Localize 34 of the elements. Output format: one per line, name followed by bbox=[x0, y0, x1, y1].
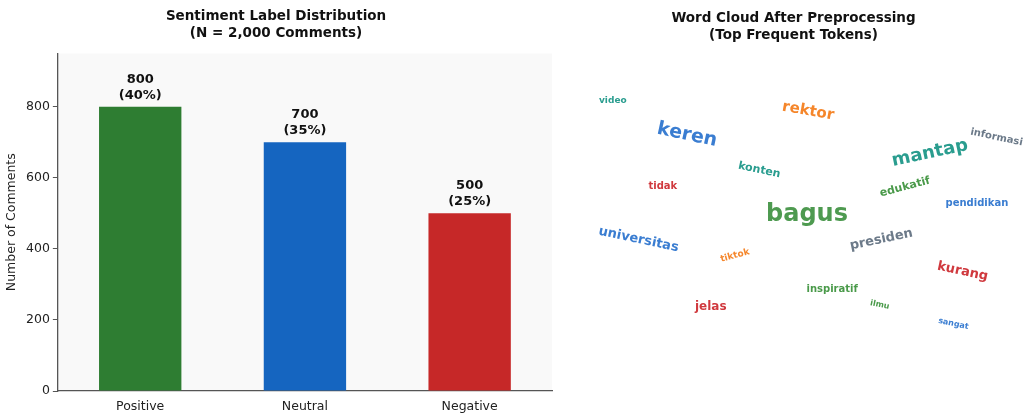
y-tick-label: 600 bbox=[26, 169, 50, 185]
x-tick-label: Negative bbox=[441, 397, 498, 413]
category-label: presiden bbox=[848, 224, 914, 252]
chart-subtitle: (N = 2,000 Comments) bbox=[189, 23, 363, 40]
category-label: video bbox=[599, 94, 627, 105]
y-tick-label: 800 bbox=[26, 97, 50, 113]
data-label: 800 (40%) bbox=[118, 70, 162, 102]
y-tick-label: 0 bbox=[41, 382, 50, 398]
x-tick-label: Positive bbox=[116, 397, 165, 413]
y-tick-label: 200 bbox=[26, 311, 50, 327]
chart-title: Sentiment Label Distribution bbox=[165, 6, 387, 23]
category-label: tidak bbox=[648, 180, 678, 191]
bar bbox=[428, 213, 511, 391]
category-label: inspiratif bbox=[806, 283, 858, 294]
bar bbox=[263, 142, 347, 391]
category-label: sangat bbox=[937, 315, 970, 332]
category-label: mantap bbox=[889, 133, 970, 170]
bar bbox=[99, 106, 182, 391]
text: (Top Frequent Tokens) bbox=[708, 26, 879, 43]
category-label: kurang bbox=[936, 257, 990, 283]
x-tick-label: Neutral bbox=[281, 397, 328, 413]
data-label: 500 (25%) bbox=[448, 177, 492, 209]
category-label: pendidikan bbox=[945, 197, 1009, 208]
category-label: rektor bbox=[780, 96, 836, 123]
category-label: bagus bbox=[766, 199, 848, 227]
category-label: ilmu bbox=[869, 298, 891, 311]
category-label: tiktok bbox=[719, 245, 751, 264]
y-axis-title: Number of Comments bbox=[2, 153, 18, 292]
category-label: jelas bbox=[695, 299, 727, 313]
category-label: keren bbox=[654, 115, 720, 150]
text: Word Cloud After Preprocessing bbox=[670, 9, 917, 26]
data-label: 700 (35%) bbox=[283, 106, 327, 138]
y-tick-label: 400 bbox=[26, 240, 50, 256]
category-label: konten bbox=[736, 158, 782, 180]
